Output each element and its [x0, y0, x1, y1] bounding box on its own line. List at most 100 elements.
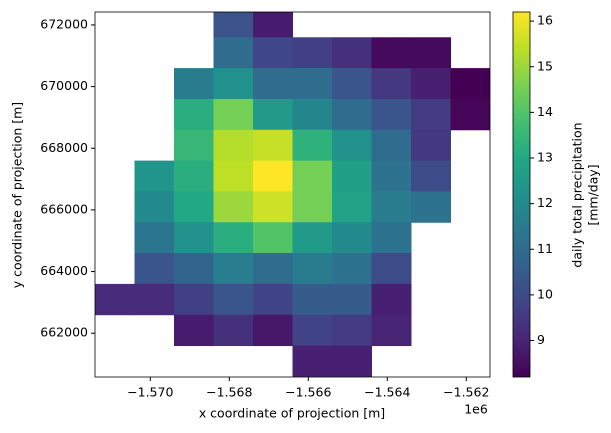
- heat-cell: [174, 314, 214, 347]
- heat-cell: [95, 283, 135, 316]
- heat-cell: [134, 253, 175, 285]
- heat-cell: [411, 37, 451, 69]
- heat-cell: [292, 160, 333, 192]
- heat-cell: [174, 160, 214, 192]
- colorbar-tick-label: 9: [537, 332, 545, 347]
- plot-cells: [95, 12, 490, 377]
- heat-cell: [174, 191, 214, 223]
- colorbar-tick-label: 15: [537, 58, 553, 73]
- heat-cell: [292, 314, 333, 347]
- heat-cell: [292, 191, 333, 223]
- heat-cell: [332, 222, 372, 254]
- heat-cell: [332, 314, 372, 347]
- heat-cell: [174, 98, 214, 131]
- heat-cell: [332, 191, 372, 223]
- heat-cell: [332, 160, 372, 192]
- heat-cell: [174, 222, 214, 254]
- heat-cell: [450, 68, 490, 100]
- heat-cell: [253, 68, 293, 100]
- colorbar-tick-label: 12: [537, 195, 553, 210]
- heat-cell: [213, 160, 254, 192]
- colorbar-label: daily total precipitation: [570, 122, 585, 267]
- heat-cell: [213, 37, 254, 69]
- heat-cell: [371, 253, 412, 285]
- heat-cell: [253, 222, 293, 254]
- heat-cell: [174, 283, 214, 316]
- heat-cell: [174, 129, 214, 162]
- heat-cell: [332, 345, 372, 377]
- x-axis-label: x coordinate of projection [m]: [199, 406, 385, 421]
- heat-cell: [411, 191, 451, 223]
- y-axis-label: y coordinate of projection [m]: [10, 102, 25, 288]
- heat-cell: [332, 283, 372, 316]
- heat-cell: [213, 191, 254, 223]
- heat-cell: [174, 253, 214, 285]
- x-tick-label: −1.568: [206, 385, 252, 400]
- heat-cell: [332, 253, 372, 285]
- heat-cell: [332, 98, 372, 131]
- heat-cell: [134, 222, 175, 254]
- heat-cell: [292, 253, 333, 285]
- y-tick-label: 668000: [40, 140, 88, 155]
- y-tick-label: 672000: [40, 16, 88, 31]
- heat-cell: [411, 68, 451, 100]
- heat-cell: [292, 283, 333, 316]
- heat-cell: [253, 129, 293, 162]
- heat-cell: [253, 191, 293, 223]
- heat-cell: [292, 129, 333, 162]
- heat-cell: [134, 160, 175, 192]
- heat-cell: [371, 222, 412, 254]
- heat-cell: [332, 37, 372, 69]
- heat-cell: [253, 253, 293, 285]
- x-offset-label: 1e6: [464, 402, 488, 417]
- heat-cell: [253, 12, 293, 38]
- heat-cell: [371, 129, 412, 162]
- heat-cell: [411, 160, 451, 192]
- heat-cell: [371, 160, 412, 192]
- x-tick-label: −1.564: [364, 385, 410, 400]
- heat-cell: [411, 98, 451, 131]
- heat-cell: [332, 129, 372, 162]
- heat-cell: [292, 37, 333, 69]
- heat-cell: [253, 98, 293, 131]
- heat-cell: [253, 283, 293, 316]
- heat-cell: [411, 129, 451, 162]
- heat-cell: [371, 37, 412, 69]
- heat-cell: [213, 253, 254, 285]
- heat-cell: [292, 68, 333, 100]
- x-tick-label: −1.562: [443, 385, 489, 400]
- heat-cell: [134, 283, 175, 316]
- heat-cell: [253, 37, 293, 69]
- y-tick-label: 662000: [40, 325, 88, 340]
- heat-cell: [371, 98, 412, 131]
- plot-frame: [94, 11, 491, 378]
- heat-cell: [134, 191, 175, 223]
- heat-cell: [371, 191, 412, 223]
- heat-cell: [450, 98, 490, 131]
- colorbar-tick-label: 16: [537, 13, 553, 28]
- heat-cell: [371, 314, 412, 347]
- heat-cell: [253, 314, 293, 347]
- y-tick-label: 664000: [40, 263, 88, 278]
- heat-cell: [292, 98, 333, 131]
- heat-cell: [213, 68, 254, 100]
- heat-cell: [371, 283, 412, 316]
- heat-cell: [253, 160, 293, 192]
- colorbar-tick-label: 11: [537, 241, 553, 256]
- heat-cell: [332, 68, 372, 100]
- x-tick-label: −1.566: [285, 385, 331, 400]
- heat-cell: [174, 68, 214, 100]
- colorbar-tick-label: 14: [537, 104, 553, 119]
- colorbar: [512, 11, 531, 378]
- y-tick-label: 666000: [40, 201, 88, 216]
- heat-cell: [213, 283, 254, 316]
- heat-cell: [213, 129, 254, 162]
- x-tick-label: −1.570: [127, 385, 173, 400]
- heat-cell: [213, 98, 254, 131]
- heat-cell: [213, 314, 254, 347]
- heat-cell: [213, 222, 254, 254]
- colorbar-tick-label: 13: [537, 150, 553, 165]
- colorbar-tick-label: 10: [537, 286, 553, 301]
- y-tick-label: 670000: [40, 78, 88, 93]
- heat-cell: [371, 68, 412, 100]
